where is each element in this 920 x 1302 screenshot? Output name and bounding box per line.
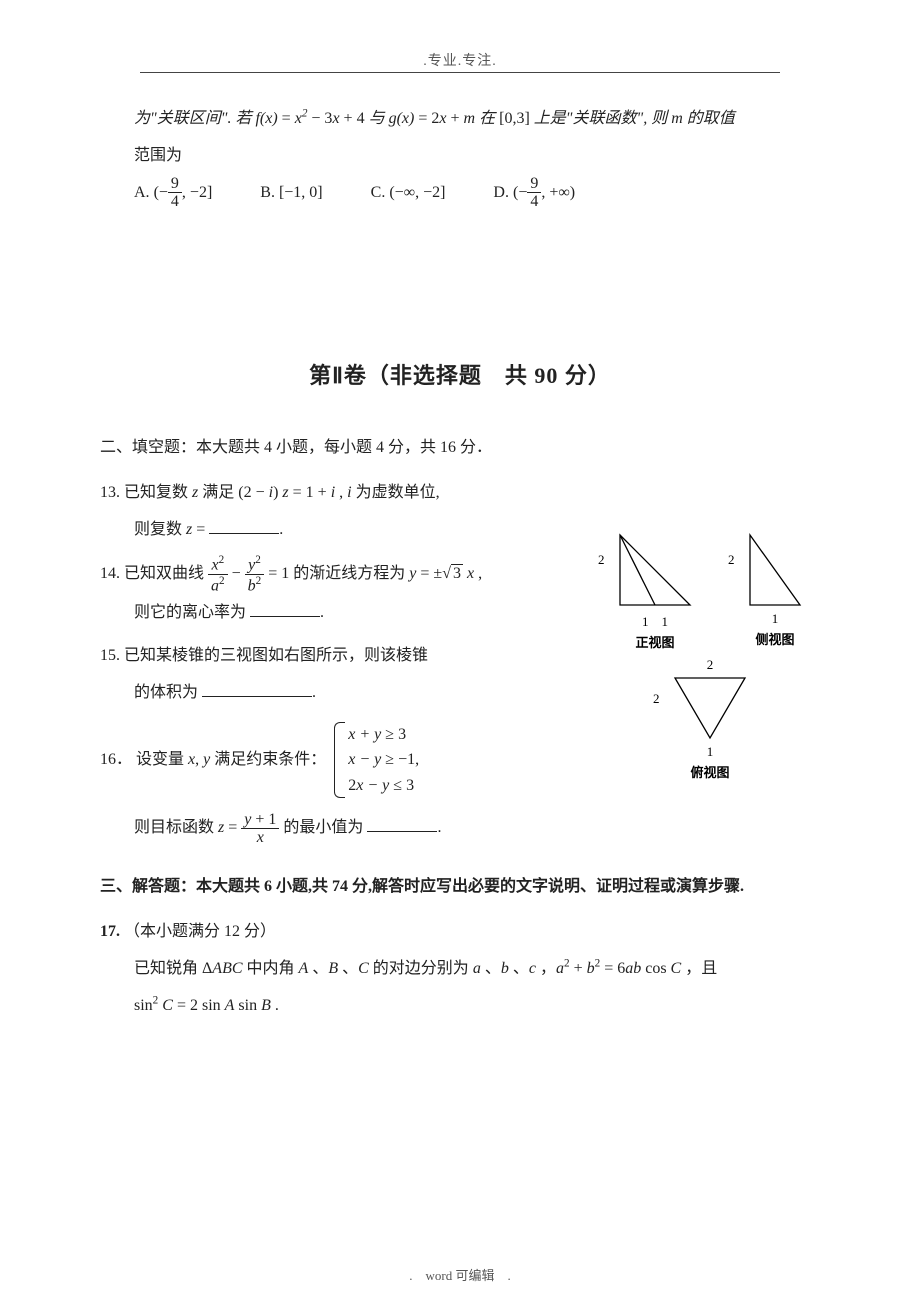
section2-title: 第Ⅱ卷（非选择题 共 90 分） <box>100 351 820 402</box>
page-header-title: .专业.专注. <box>100 50 820 70</box>
front-caption: 正视图 <box>610 632 700 651</box>
q13-line2: 则复数 z = . <box>100 512 520 549</box>
q13-num: 13. <box>100 484 120 501</box>
top-view: 2 2 1 俯视图 <box>665 657 755 781</box>
q15: 15. 已知某棱锥的三视图如右图所示，则该棱锥 <box>100 638 520 675</box>
q12-stem: 为"关联区间". 若 f(x) = x2 − 3x + 4 与 g(x) = 2… <box>100 101 820 138</box>
q15-blank <box>202 681 312 697</box>
choice-label: B. <box>260 184 275 201</box>
q14-blank <box>250 601 320 617</box>
q14-num: 14. <box>100 565 120 582</box>
front-view: 2 1 1 正视图 <box>610 530 700 651</box>
side-height-label: 2 <box>728 552 735 568</box>
q15-line1: 已知某棱锥的三视图如右图所示，则该棱锥 <box>124 647 428 664</box>
header-rule <box>140 72 780 73</box>
front-width-label: 1 1 <box>610 611 700 630</box>
choice-label: D. <box>493 184 509 201</box>
q17-score: （本小题满分 12 分） <box>124 923 276 940</box>
top-caption: 俯视图 <box>665 762 755 781</box>
side-view: 2 1 侧视图 <box>740 530 810 651</box>
q15-line2a: 的体积为 <box>134 684 198 701</box>
q17: 17. （本小题满分 12 分） <box>100 914 820 951</box>
q13-line2a: 则复数 z = <box>134 521 205 538</box>
side-view-svg <box>740 530 810 610</box>
q17-line1: 已知锐角 ΔABC 中内角 A 、B 、C 的对边分别为 a 、b 、c ，a2… <box>100 951 820 988</box>
q16-period: . <box>437 819 441 836</box>
q12-choice-a: A. (−94, −2] <box>134 175 212 212</box>
q14-line1a: 已知双曲线 <box>124 565 204 582</box>
q15-line2: 的体积为 . <box>100 675 520 712</box>
fill-heading: 二、填空题：本大题共 4 小题，每小题 4 分，共 16 分． <box>100 430 820 467</box>
page-footer: . word 可编辑 . <box>0 1265 920 1284</box>
q14-line2: 则它的离心率为 . <box>100 595 520 632</box>
q14: 14. 已知双曲线 x2a2 − y2b2 = 1 的渐近线方程为 y = ±√… <box>100 554 520 595</box>
side-caption: 侧视图 <box>740 629 810 648</box>
q17-line2: sin2 C = 2 sin A sin B . <box>100 988 820 1025</box>
three-view-figure: 2 1 1 正视图 2 1 侧视图 <box>560 530 860 787</box>
q12-choice-c: C. (−∞, −2] <box>371 175 446 212</box>
q13: 13. 已知复数 z 满足 (2 − i) z = 1 + i , i 为虚数单… <box>100 475 520 512</box>
q12-choice-b: B. [−1, 0] <box>260 175 322 212</box>
choice-label: C. <box>371 184 386 201</box>
front-height-label: 2 <box>598 552 605 568</box>
top-top-label: 2 <box>665 657 755 673</box>
q13-blank <box>209 518 279 534</box>
q16-line2b: 的最小值为 <box>283 819 363 836</box>
choice-label: A. <box>134 184 150 201</box>
top-height-label: 2 <box>653 691 660 707</box>
q16-num: 16． <box>100 751 132 768</box>
top-bottom-label: 1 <box>665 744 755 760</box>
q14-period: . <box>320 604 324 621</box>
q16-system: x + y ≥ 3 x − y ≥ −1, 2x − y ≤ 3 <box>334 722 419 799</box>
q12-choices: A. (−94, −2] B. [−1, 0] C. (−∞, −2] D. (… <box>100 175 820 212</box>
front-view-svg <box>610 530 700 610</box>
q12-stem-line2: 范围为 <box>100 138 820 175</box>
q12-choice-d: D. (−94, +∞) <box>493 175 575 212</box>
top-view-svg <box>665 673 755 743</box>
q13-period: . <box>279 521 283 538</box>
q12-line1: 为"关联区间". 若 f(x) = x2 − 3x + 4 与 g(x) = 2… <box>134 110 735 127</box>
q17-num: 17. <box>100 923 120 940</box>
solve-heading: 三、解答题：本大题共 6 小题,共 74 分,解答时应写出必要的文字说明、证明过… <box>100 869 820 906</box>
q15-period: . <box>312 684 316 701</box>
side-width-label: 1 <box>740 611 810 627</box>
q16-blank <box>367 816 437 832</box>
q16-line2: 则目标函数 z = y + 1x 的最小值为 . <box>100 810 820 847</box>
q14-line2a: 则它的离心率为 <box>134 604 246 621</box>
q15-num: 15. <box>100 647 120 664</box>
